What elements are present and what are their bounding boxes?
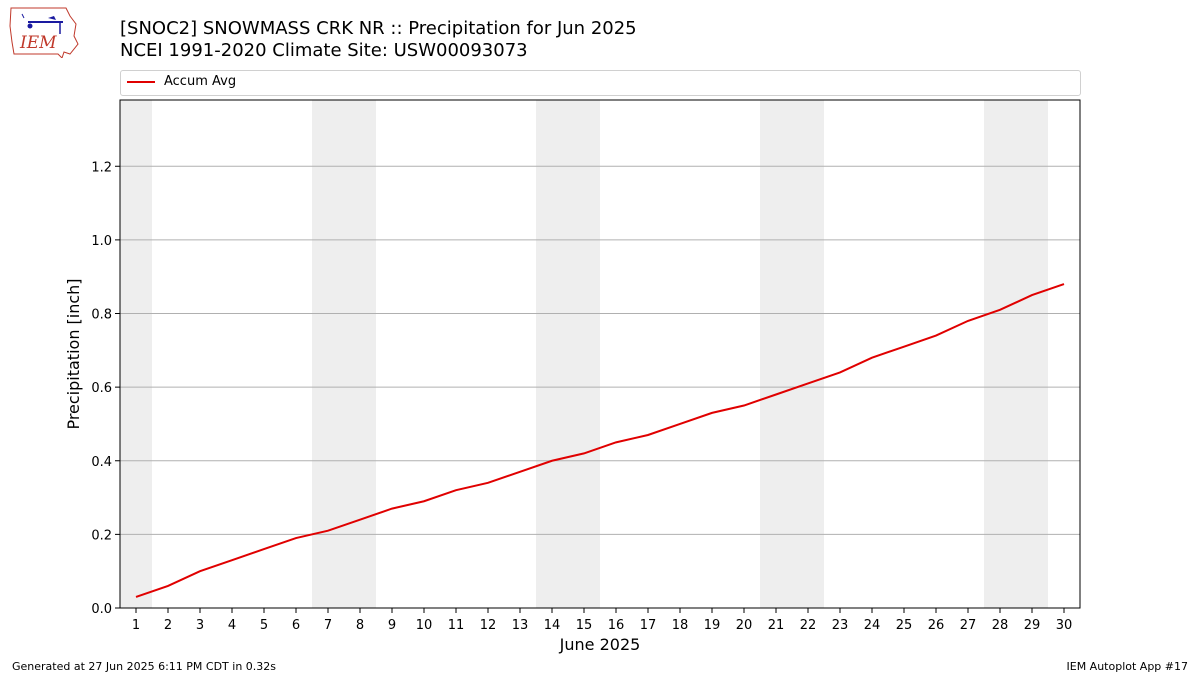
x-tick-label: 1 xyxy=(132,618,140,633)
y-tick-label: 0.8 xyxy=(91,308,112,323)
x-tick-label: 20 xyxy=(736,618,753,633)
y-tick-label: 0.4 xyxy=(91,455,112,470)
legend-label-accum-avg: Accum Avg xyxy=(164,74,237,89)
x-tick-label: 12 xyxy=(480,618,497,633)
x-tick-label: 18 xyxy=(672,618,689,633)
x-tick-label: 8 xyxy=(356,618,364,633)
x-tick-label: 11 xyxy=(448,618,465,633)
weekend-band-1 xyxy=(312,100,376,608)
legend: Accum Avg xyxy=(120,70,1081,96)
x-tick-label: 21 xyxy=(768,618,785,633)
weekend-band-2 xyxy=(536,100,600,608)
weekend-shading xyxy=(120,100,1048,608)
x-tick-label: 22 xyxy=(800,618,817,633)
iowa-state-outline-icon xyxy=(9,7,79,59)
y-tick-label: 0.0 xyxy=(91,602,112,617)
x-tick-label: 9 xyxy=(388,618,396,633)
x-tick-label: 14 xyxy=(544,618,561,633)
plot-frame xyxy=(119,99,1081,609)
x-tick-label: 4 xyxy=(228,618,236,633)
series-line-accum-avg xyxy=(135,283,1065,598)
x-tick-label: 16 xyxy=(608,618,625,633)
footer-generated: Generated at 27 Jun 2025 6:11 PM CDT in … xyxy=(12,660,277,673)
x-tick-label: 25 xyxy=(896,618,913,633)
x-tick-label: 2 xyxy=(164,618,172,633)
x-tick-label: 27 xyxy=(960,618,977,633)
y-tick-label: 0.6 xyxy=(91,381,112,396)
chart-subtitle: NCEI 1991-2020 Climate Site: USW00093073 xyxy=(120,40,528,61)
x-tick-label: 30 xyxy=(1056,618,1073,633)
x-tick-label: 6 xyxy=(292,618,300,633)
x-tick-label: 5 xyxy=(260,618,268,633)
x-tick-label: 28 xyxy=(992,618,1009,633)
y-tick-label: 0.2 xyxy=(91,528,112,543)
legend-swatch-accum-avg xyxy=(127,81,155,83)
y-axis-ticks: 0.0 0.2 0.4 0.6 0.8 1.0 1.2 xyxy=(91,160,120,617)
x-axis-label: June 2025 xyxy=(559,635,641,654)
series-layer xyxy=(135,283,1065,598)
gridlines xyxy=(120,165,1080,535)
x-tick-label: 24 xyxy=(864,618,881,633)
weekend-band-0 xyxy=(120,100,152,608)
x-tick-label: 7 xyxy=(324,618,332,633)
x-tick-label: 19 xyxy=(704,618,721,633)
x-tick-label: 13 xyxy=(512,618,529,633)
iem-logo: IEM xyxy=(8,6,80,59)
y-tick-label: 1.2 xyxy=(91,160,112,175)
weekend-band-3 xyxy=(760,100,824,608)
y-axis-label: Precipitation [inch] xyxy=(64,278,83,429)
x-tick-label: 17 xyxy=(640,618,657,633)
x-tick-label: 3 xyxy=(196,618,204,633)
x-tick-label: 29 xyxy=(1024,618,1041,633)
chart-title: [SNOC2] SNOWMASS CRK NR :: Precipitation… xyxy=(120,18,637,39)
logo-text: IEM xyxy=(20,33,57,53)
x-tick-label: 10 xyxy=(416,618,433,633)
x-tick-label: 26 xyxy=(928,618,945,633)
y-tick-label: 1.0 xyxy=(91,234,112,249)
x-axis-ticks: 1 2 3 4 5 6 7 8 9 10 11 12 13 14 15 16 17 18 19 20 21 22 23 24 2… xyxy=(132,608,1072,633)
weekend-band-4 xyxy=(984,100,1048,608)
footer-app: IEM Autoplot App #17 xyxy=(1066,660,1189,673)
x-tick-label: 15 xyxy=(576,618,593,633)
x-tick-label: 23 xyxy=(832,618,849,633)
